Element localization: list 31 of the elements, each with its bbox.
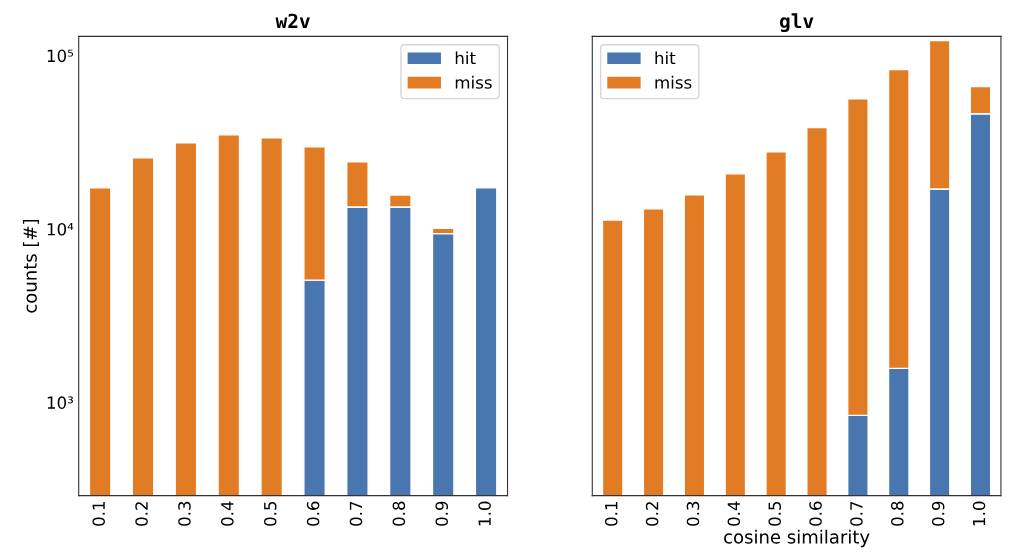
x-tick-label: 0.2 — [645, 502, 659, 526]
y-tick-label: 10⁵ — [47, 49, 74, 63]
x-tick-label: 0.3 — [686, 501, 700, 526]
x-axis-title: cosine similarity — [724, 529, 870, 548]
legend-label: hit — [655, 51, 676, 65]
x-tick-label: 0.5 — [263, 501, 277, 526]
x-tick-label: 0.7 — [850, 501, 863, 526]
x-tick-label: 0.4 — [727, 501, 741, 526]
chart-title: w2v — [275, 13, 310, 29]
x-tick-label: 0.2 — [135, 502, 148, 526]
x-tick-label: 0.8 — [891, 501, 904, 526]
legend-label: hit — [455, 51, 476, 65]
y-axis-title: counts [#] — [22, 219, 40, 313]
y-tick-label: 10⁴ — [47, 222, 74, 236]
x-tick-label: 0.9 — [931, 501, 945, 526]
legend-label: miss — [655, 75, 692, 89]
x-tick-label: 0.7 — [349, 501, 363, 526]
chart-title: glv — [779, 13, 814, 33]
x-tick-label: 0.6 — [306, 501, 320, 526]
x-tick-label: 0.3 — [178, 501, 191, 526]
y-tick-label: 10³ — [47, 396, 73, 409]
x-tick-label: 0.1 — [92, 502, 105, 526]
x-tick-label: 0.1 — [604, 502, 618, 526]
legend-label: miss — [455, 75, 492, 89]
x-tick-label: 0.5 — [768, 501, 782, 526]
x-tick-label: 0.4 — [221, 501, 234, 526]
x-tick-label: 0.8 — [392, 501, 406, 526]
x-tick-label: 0.6 — [809, 501, 822, 526]
x-tick-label: 1.0 — [972, 501, 986, 526]
x-tick-label: 1.0 — [478, 501, 491, 526]
x-tick-label: 0.9 — [435, 501, 449, 526]
